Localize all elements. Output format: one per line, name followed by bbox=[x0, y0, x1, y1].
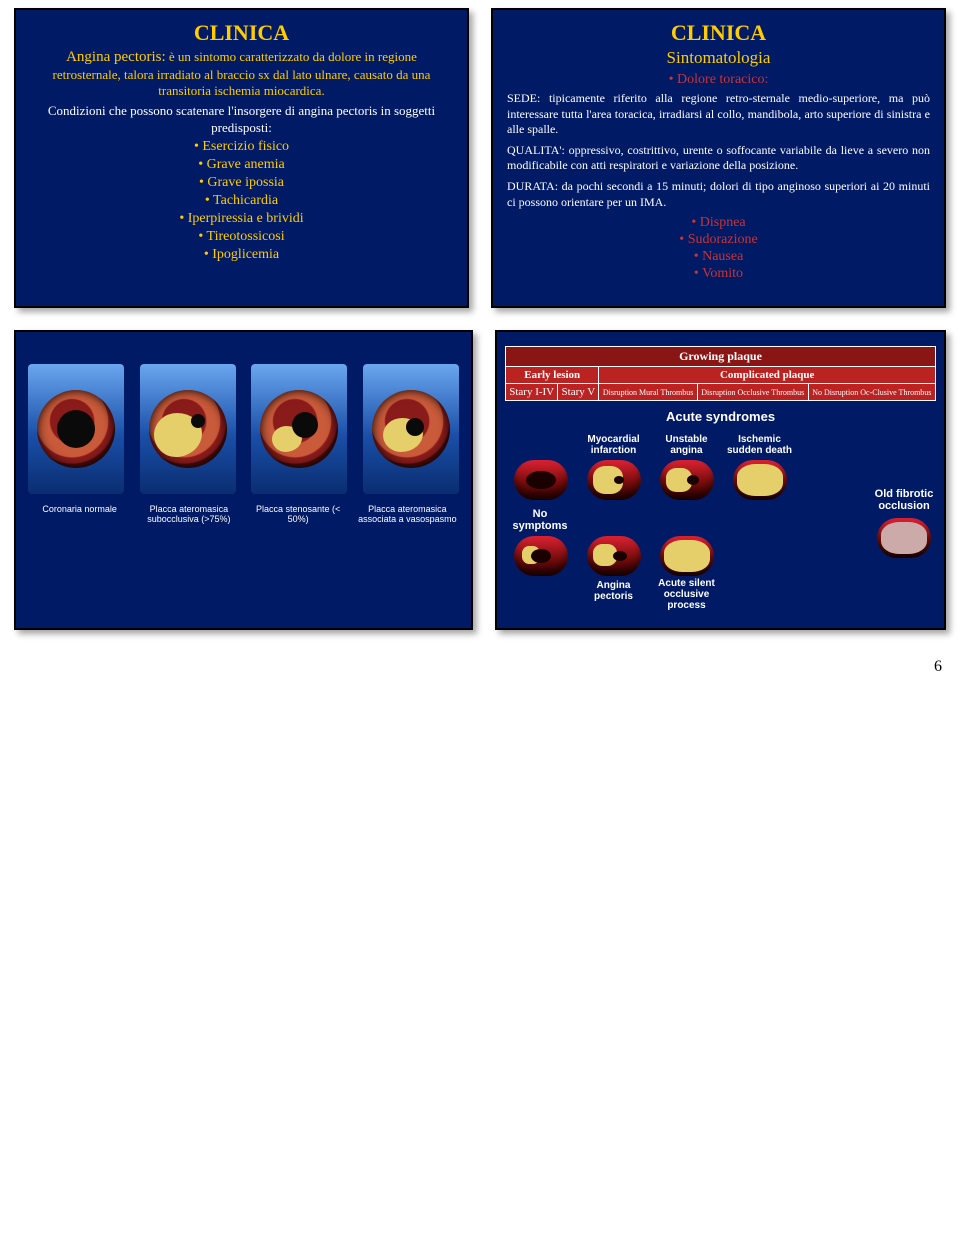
txt-dur: da pochi secondi a 15 minuti; dolori di … bbox=[507, 179, 930, 209]
symptom: Vomito bbox=[505, 266, 932, 282]
slide-clinica-angina: CLINICA Angina pectoris: è un sintomo ca… bbox=[14, 8, 469, 308]
artery-row bbox=[28, 364, 459, 494]
slide2-symptoms: Dispnea Sudorazione Nausea Vomito bbox=[505, 215, 932, 282]
slide-clinica-sintomatologia: CLINICA Sintomatologia • Dolore toracico… bbox=[491, 8, 946, 308]
caption: Placca ateromasica subocclusiva (>75%) bbox=[137, 504, 240, 525]
slide1-lead: Angina pectoris: è un sintomo caratteriz… bbox=[34, 48, 449, 99]
slide2-subtitle: Sintomatologia bbox=[505, 48, 932, 68]
slide1-bullet: Esercizio fisico bbox=[28, 139, 455, 155]
kw-dur: DURATA: bbox=[507, 179, 558, 193]
vessel-icon bbox=[660, 536, 714, 576]
artery-cross-section bbox=[251, 364, 347, 494]
td: Stary V bbox=[558, 384, 599, 401]
no-symptoms-label: No symptoms bbox=[505, 508, 575, 532]
artery-captions: Coronaria normale Placca ateromasica sub… bbox=[28, 504, 459, 525]
symptom: Nausea bbox=[505, 249, 932, 265]
slide1-bullets: Esercizio fisico Grave anemia Grave ipos… bbox=[28, 139, 455, 263]
vlabel: Ischemic sudden death bbox=[726, 432, 793, 458]
slide2-durata: DURATA: da pochi secondi a 15 minuti; do… bbox=[507, 179, 930, 210]
artery-cross-section bbox=[140, 364, 236, 494]
kw-sede: SEDE: bbox=[507, 91, 540, 105]
slide1-bullet: Iperpiressia e brividi bbox=[28, 211, 455, 227]
vlabel: Acute silent occlusive process bbox=[653, 578, 720, 611]
slide1-bullet: Grave ipossia bbox=[28, 175, 455, 191]
artery-cross-section bbox=[363, 364, 459, 494]
slide1-body: Condizioni che possono scatenare l'insor… bbox=[34, 103, 449, 137]
vlabel: Myocardial infarction bbox=[580, 432, 647, 458]
vessel-icon bbox=[877, 518, 931, 558]
vessel-row-top: Myocardial infarction Unstable angina Is… bbox=[507, 432, 866, 502]
vessel-icon bbox=[514, 460, 568, 500]
caption: Placca stenosante (< 50%) bbox=[247, 504, 350, 525]
txt-qual: oppressivo, costrittivo, urente o soffoc… bbox=[507, 143, 930, 173]
slide1-lead-strong: Angina pectoris: bbox=[66, 49, 166, 65]
symptom: Sudorazione bbox=[505, 232, 932, 248]
vessel-icon bbox=[514, 536, 568, 576]
slide2-qualita: QUALITA': oppressivo, costrittivo, urent… bbox=[507, 143, 930, 174]
slide-growing-plaque: Growing plaque Early lesion Complicated … bbox=[495, 330, 946, 630]
table-top: Growing plaque bbox=[506, 347, 936, 367]
slide2-sede: SEDE: tipicamente riferito alla regione … bbox=[507, 91, 930, 138]
td: No Disruption Oc-Clusive Thrombus bbox=[808, 384, 935, 401]
caption: Placca ateromasica associata a vasospasm… bbox=[356, 504, 459, 525]
slide1-bullet: Ipoglicemia bbox=[28, 247, 455, 263]
slide1-bullet: Tireotossicosi bbox=[28, 229, 455, 245]
caption: Coronaria normale bbox=[28, 504, 131, 525]
th-early: Early lesion bbox=[506, 367, 599, 384]
plaque-table: Growing plaque Early lesion Complicated … bbox=[505, 346, 936, 401]
slide2-title: CLINICA bbox=[505, 20, 932, 46]
artery-cross-section bbox=[28, 364, 124, 494]
slide1-bullet: Tachicardia bbox=[28, 193, 455, 209]
acute-syndromes-title: Acute syndromes bbox=[505, 409, 936, 424]
slide2-bullet-top: • Dolore toracico: bbox=[505, 72, 932, 88]
vessel-icon bbox=[660, 460, 714, 500]
vlabel: Unstable angina bbox=[653, 432, 720, 458]
td: Disruption Occlusive Thrombus bbox=[697, 384, 808, 401]
vessel-icon bbox=[587, 460, 641, 500]
td: Stary I-IV bbox=[506, 384, 558, 401]
vessel-row-bottom: Angina pectoris Acute silent occlusive p… bbox=[507, 534, 866, 611]
page-number: 6 bbox=[934, 658, 942, 676]
slide1-title: CLINICA bbox=[28, 20, 455, 46]
slide-coronary-sections: Coronaria normale Placca ateromasica sub… bbox=[14, 330, 473, 630]
vessel-icon bbox=[587, 536, 641, 576]
th-compl: Complicated plaque bbox=[599, 367, 936, 384]
old-fibrotic-label: Old fibrotic occlusion bbox=[872, 488, 936, 512]
slide1-bullet: Grave anemia bbox=[28, 157, 455, 173]
kw-qual: QUALITA': bbox=[507, 143, 565, 157]
txt-sede: tipicamente riferito alla regione retro-… bbox=[507, 91, 930, 136]
vlabel: Angina pectoris bbox=[580, 578, 647, 604]
td: Disruption Mural Thrombus bbox=[599, 384, 697, 401]
vessel-icon bbox=[733, 460, 787, 500]
symptom: Dispnea bbox=[505, 215, 932, 231]
